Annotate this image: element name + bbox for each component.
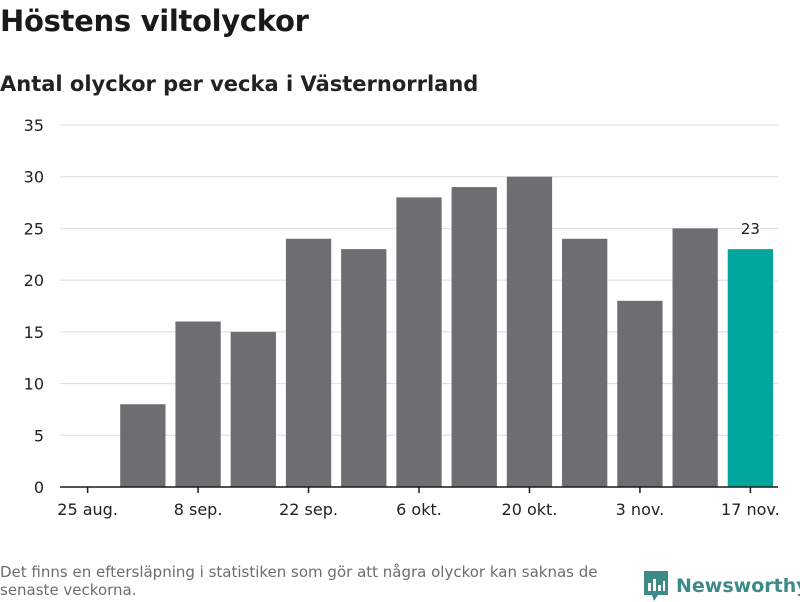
bar (451, 187, 497, 488)
y-tick-label: 5 (34, 426, 44, 445)
x-tick-label: 20 okt. (502, 500, 558, 519)
bar (230, 331, 276, 487)
newsworthy-bar-icon (644, 571, 668, 601)
y-tick-label: 20 (24, 271, 44, 290)
x-tick-label: 6 okt. (396, 500, 442, 519)
bar (617, 300, 663, 487)
bar (285, 238, 332, 487)
y-tick-label: 25 (24, 219, 44, 238)
bar (396, 197, 442, 487)
brand-name: Newsworthy (676, 575, 800, 597)
footnote: Det finns en eftersläpning i statistiken… (0, 563, 598, 599)
chart-subtitle: Antal olyckor per vecka i Västernorrland (0, 72, 479, 96)
bar (175, 321, 221, 487)
bar (341, 249, 387, 487)
newsworthy-logo: Newsworthy (644, 570, 800, 602)
x-tick-label: 22 sep. (279, 500, 338, 519)
y-tick-label: 30 (24, 168, 44, 187)
data-label: 23 (741, 220, 760, 238)
x-tick-label: 25 aug. (57, 500, 118, 519)
y-tick-label: 0 (34, 478, 44, 497)
bar (672, 228, 718, 487)
y-tick-label: 15 (24, 323, 44, 342)
bar (562, 238, 608, 487)
bar (506, 176, 553, 487)
chart-title: Höstens viltolyckor (0, 4, 309, 38)
highlight-bar (727, 249, 774, 487)
bar (120, 404, 166, 487)
x-tick-label: 8 sep. (174, 500, 223, 519)
x-tick-label: 17 nov. (721, 500, 780, 519)
y-tick-label: 10 (24, 375, 44, 394)
bar-chart: 0 5 10 15 20 25 30 35 23 25 aug. 8 sep. 22 sep. 6 ok… (24, 116, 780, 519)
x-tick-label: 3 nov. (616, 500, 665, 519)
y-tick-label: 35 (24, 116, 44, 135)
